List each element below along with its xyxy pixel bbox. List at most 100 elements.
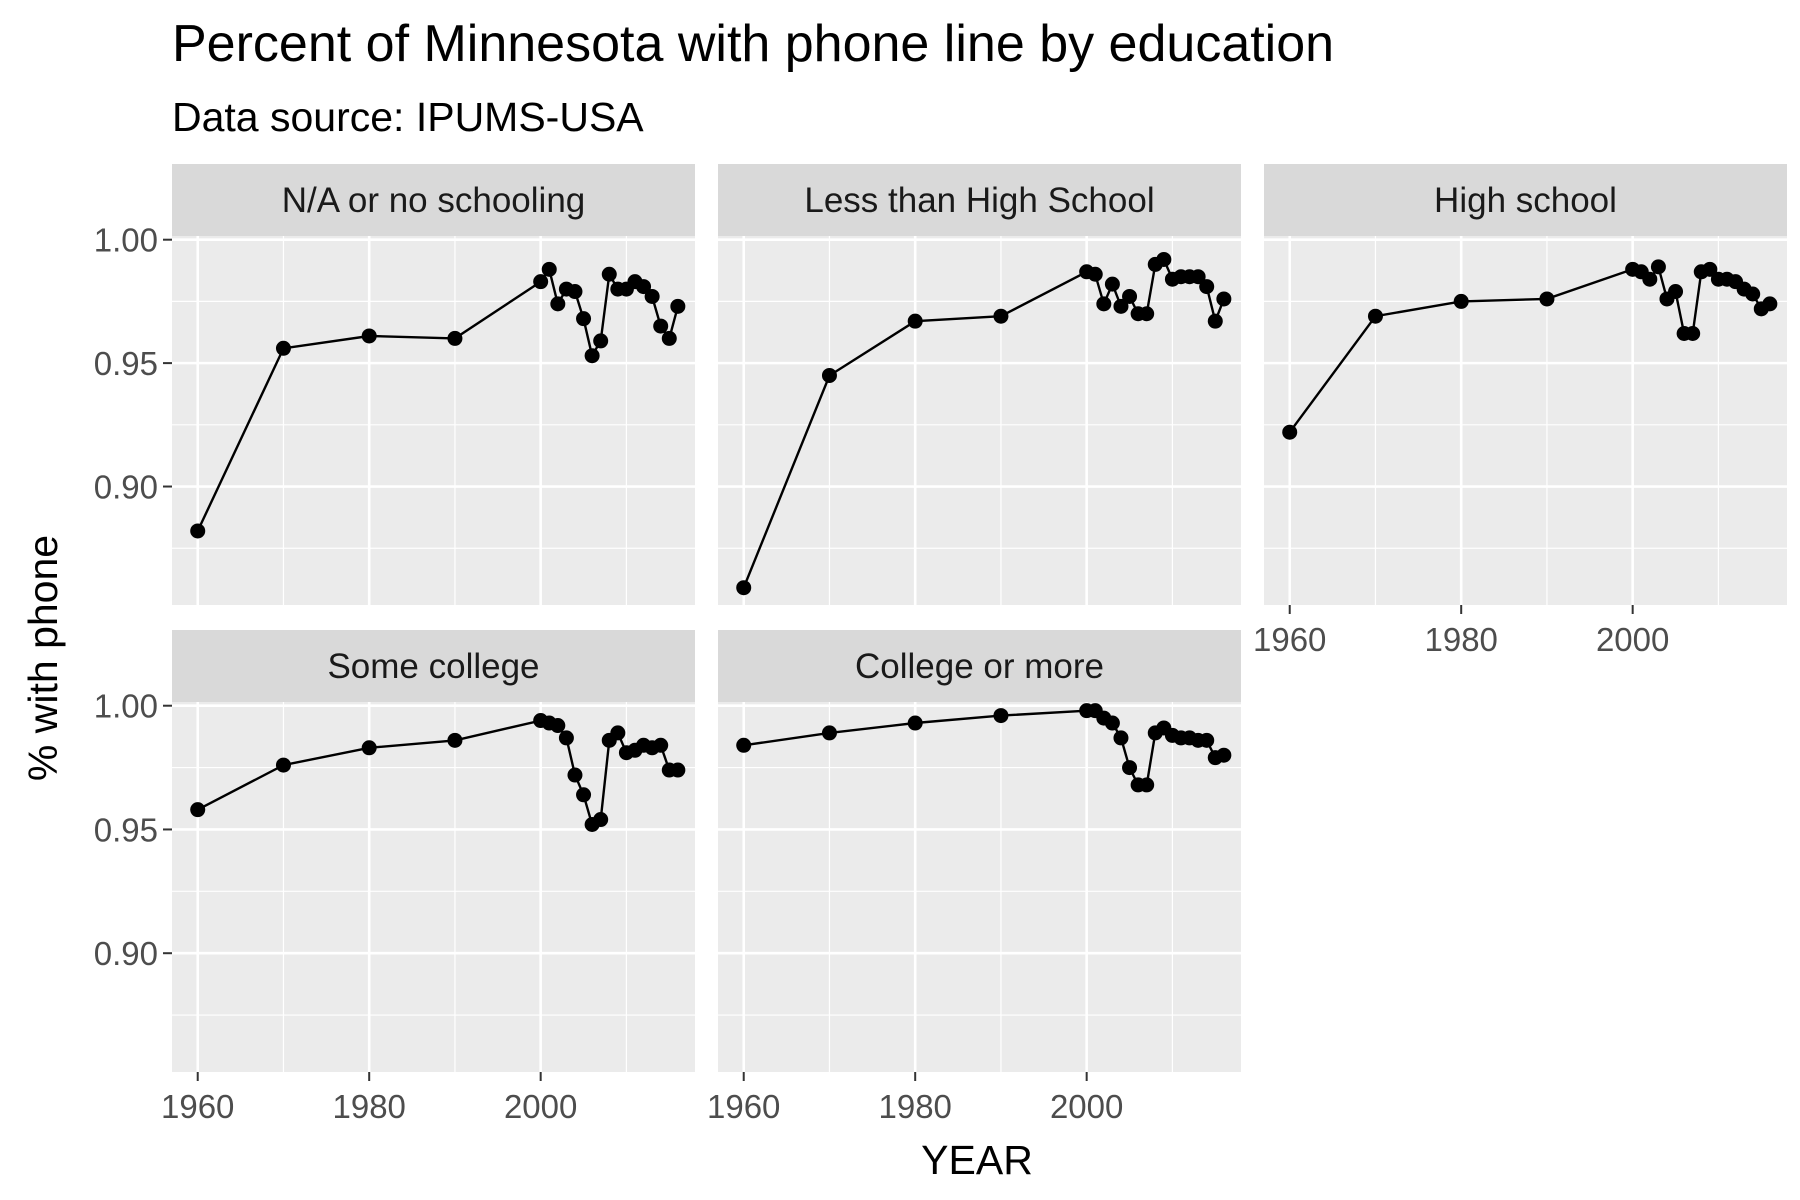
facet-5-data-point — [907, 715, 923, 731]
facet-4-strip — [172, 630, 695, 702]
facet-1-data-point — [447, 330, 463, 346]
facet-4-x-tick-label: 1980 — [332, 1088, 405, 1125]
facet-2-strip — [718, 164, 1241, 236]
facet-2-data-point — [907, 313, 923, 329]
facet-3-data-point — [1745, 286, 1761, 302]
facet-2-data-point — [1216, 291, 1232, 307]
facet-2-data-point — [1087, 266, 1103, 282]
facet-1-data-point — [584, 348, 600, 364]
facet-5-data-point — [736, 737, 752, 753]
facet-1-data-point — [567, 284, 583, 300]
facet-3-data-point — [1702, 261, 1718, 277]
facet-1-data-point — [550, 296, 566, 312]
facet-5-strip — [718, 630, 1241, 702]
facet-1-data-point — [593, 333, 609, 349]
facet-4-data-point — [447, 732, 463, 748]
facet-5-data-point — [993, 708, 1009, 724]
facet-1-y-tick-label: 0.95 — [94, 345, 158, 382]
chart-subtitle: Data source: IPUMS-USA — [172, 94, 644, 140]
facet-1-panel — [172, 236, 695, 605]
facet-1-data-point — [190, 523, 206, 539]
facet-3-data-point — [1668, 284, 1684, 300]
facet-3-panel — [1264, 236, 1787, 605]
facet-4-data-point — [576, 787, 592, 803]
facet-3-data-point — [1685, 325, 1701, 341]
facet-2-data-point — [1113, 298, 1129, 314]
facet-3-strip — [1264, 164, 1787, 236]
facet-4-y-tick-label: 0.95 — [94, 811, 158, 848]
facet-1-data-point — [601, 266, 617, 282]
facet-4-data-point — [593, 812, 609, 828]
facet-2-panel — [718, 236, 1241, 605]
facet-5-data-point — [1199, 732, 1215, 748]
y-axis-title: % with phone — [20, 535, 66, 781]
facet-2-data-point — [1190, 269, 1206, 285]
facet-2-strip-label: Less than High School — [804, 181, 1154, 220]
facet-2-data-point — [1122, 288, 1138, 304]
facet-4-data-point — [567, 767, 583, 783]
facet-1-data-point — [644, 288, 660, 304]
facet-2-data-point — [1199, 279, 1215, 295]
facet-1-data-point — [541, 261, 557, 277]
facet-1-data-point — [576, 311, 592, 327]
facet-4-data-point — [610, 725, 626, 741]
facet-5-data-point — [821, 725, 837, 741]
facet-1-data-point — [533, 274, 549, 290]
facet-2-data-point — [1156, 251, 1172, 267]
facet-1-data-point — [670, 298, 686, 314]
facet-1-data-point — [636, 279, 652, 295]
facet-3-data-point — [1282, 424, 1298, 440]
facet-2-data-point — [821, 367, 837, 383]
facet-3-data-point — [1539, 291, 1555, 307]
facet-5-data-point — [1216, 747, 1232, 763]
facet-3-data-point — [1762, 296, 1778, 312]
facet-5-strip-label: College or more — [855, 647, 1104, 686]
facet-2-data-point — [1139, 306, 1155, 322]
facet-4-data-point — [275, 757, 291, 773]
facet-5-panel — [718, 702, 1241, 1072]
facet-4-data-point — [550, 718, 566, 734]
facet-1-y-tick-label: 1.00 — [94, 222, 158, 259]
facet-3-x-tick-label: 1980 — [1424, 621, 1497, 658]
facet-1-data-point — [661, 330, 677, 346]
facet-2-data-point — [1207, 313, 1223, 329]
facet-2-data-point — [1096, 296, 1112, 312]
facet-4-x-tick-label: 2000 — [504, 1088, 577, 1125]
facet-4-y-tick-label: 0.90 — [94, 935, 158, 972]
facet-3-x-tick-label: 1960 — [1253, 621, 1326, 658]
facet-4-x-tick-label: 1960 — [161, 1088, 234, 1125]
facet-2-data-point — [736, 580, 752, 596]
facet-3-x-tick-label: 2000 — [1596, 621, 1669, 658]
facet-4-data-point — [558, 730, 574, 746]
facet-2-data-point — [1104, 276, 1120, 292]
facet-5-x-tick-label: 2000 — [1050, 1088, 1123, 1125]
facet-3-data-point — [1367, 308, 1383, 324]
facet-3-data-point — [1650, 259, 1666, 275]
facet-3-data-point — [1453, 293, 1469, 309]
facet-5-data-point — [1113, 730, 1129, 746]
chart-title: Percent of Minnesota with phone line by … — [172, 15, 1335, 73]
facet-1-strip — [172, 164, 695, 236]
facet-4-y-tick-label: 1.00 — [94, 688, 158, 725]
facet-1-y-tick-label: 0.90 — [94, 469, 158, 506]
facet-2-data-point — [993, 308, 1009, 324]
facet-1-strip-label: N/A or no schooling — [282, 181, 586, 220]
facet-1-data-point — [361, 328, 377, 344]
facet-5-data-point — [1104, 715, 1120, 731]
facet-5-x-tick-label: 1960 — [707, 1088, 780, 1125]
facet-5-x-tick-label: 1980 — [878, 1088, 951, 1125]
facet-3-data-point — [1642, 271, 1658, 287]
facet-4-data-point — [653, 737, 669, 753]
facet-4-strip-label: Some college — [327, 647, 539, 686]
x-axis-title: YEAR — [921, 1137, 1033, 1183]
facet-4-data-point — [361, 740, 377, 756]
facet-1-data-point — [653, 318, 669, 334]
facet-5-data-point — [1122, 760, 1138, 776]
facet-4-data-point — [670, 762, 686, 778]
facet-5-data-point — [1139, 777, 1155, 793]
facet-4-data-point — [190, 802, 206, 818]
facet-4-panel — [172, 702, 695, 1072]
facet-3-strip-label: High school — [1434, 181, 1617, 220]
facet-1-data-point — [275, 340, 291, 356]
